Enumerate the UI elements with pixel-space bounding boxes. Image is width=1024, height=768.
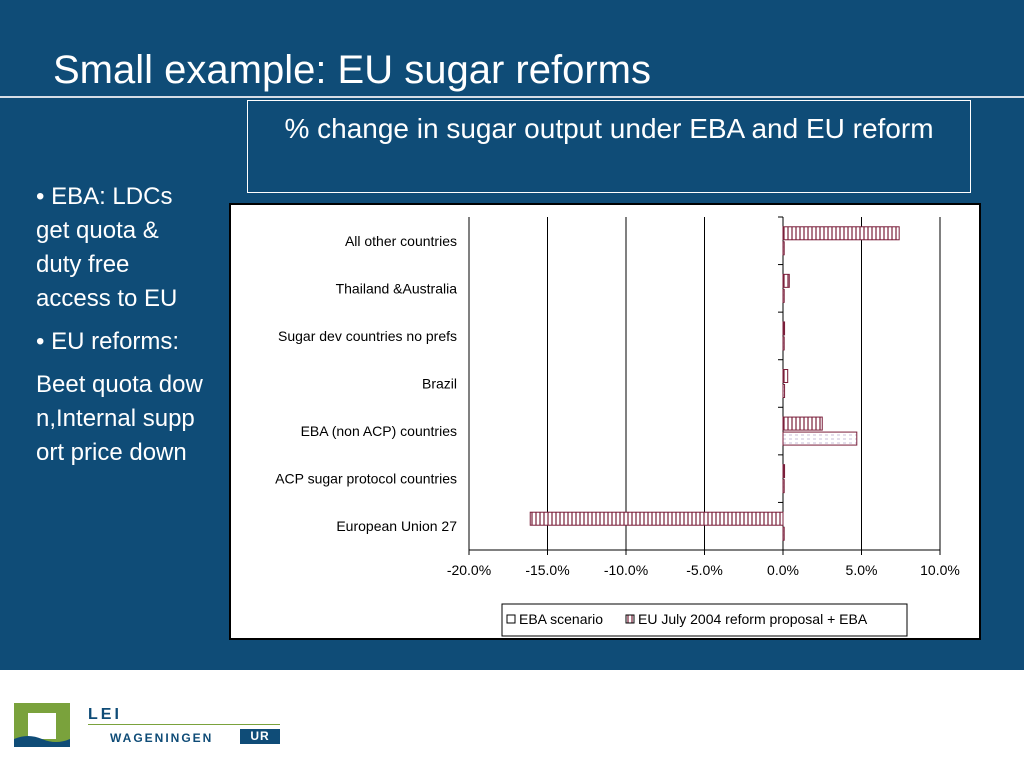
lei-wordmark: LEI: [88, 706, 122, 723]
title-divider: [0, 96, 1024, 98]
bar-eba-scenario: [782, 431, 858, 446]
legend-box: [501, 603, 908, 637]
category-label: ACP sugar protocol countries: [275, 471, 457, 487]
legend-swatch-eba: [506, 614, 516, 624]
bar-eu-reform: [782, 416, 823, 431]
lei-wageningen-logo: [14, 703, 70, 752]
bullet-list: • EBA: LDCs get quota & duty free access…: [36, 180, 208, 479]
x-tick-label: -20.0%: [447, 562, 491, 578]
bar-eu-reform: [782, 273, 790, 288]
x-tick-label: 5.0%: [846, 562, 878, 578]
bar-eu-reform: [529, 511, 784, 526]
legend-label-eba: EBA scenario: [519, 611, 603, 627]
bar-eba-scenario: [782, 384, 786, 398]
category-label: European Union 27: [336, 518, 457, 534]
bar-eu-reform: [782, 464, 786, 479]
category-label: Brazil: [422, 376, 457, 392]
wageningen-wordmark: WAGENINGEN: [110, 731, 214, 745]
legend-label-eu: EU July 2004 reform proposal + EBA: [638, 611, 868, 627]
ur-wordmark: UR: [240, 729, 280, 744]
bar-eba-scenario: [782, 241, 785, 256]
bullet-eba: • EBA: LDCs get quota & duty free access…: [36, 183, 178, 312]
x-tick-label: 10.0%: [920, 562, 960, 578]
bar-eu-reform: [782, 369, 789, 383]
chart-heading: % change in sugar output under EBA and E…: [247, 100, 971, 193]
bar-chart: -20.0% -15.0% -10.0% -5.0% 0.0% 5.0% 10.0% All …: [275, 216, 960, 637]
x-tick-label: -5.0%: [686, 562, 723, 578]
bullet-eu-reforms: • EU reforms:: [36, 328, 180, 355]
slide-title: Small example: EU sugar reforms: [53, 48, 651, 92]
category-label: Thailand &Australia: [336, 280, 458, 296]
bar-eba-scenario: [782, 526, 785, 541]
bar-eu-reform: [782, 226, 900, 241]
category-label: EBA (non ACP) countries: [301, 423, 457, 439]
x-tick-label: 0.0%: [767, 562, 799, 578]
bar-eba-scenario: [782, 479, 785, 494]
category-label: Sugar dev countries no prefs: [278, 328, 457, 344]
logo-divider: [88, 724, 280, 725]
bar-eu-reform: [782, 321, 786, 336]
legend-swatch-eu: [625, 614, 635, 624]
bar-eba-scenario: [782, 288, 785, 303]
logo-mark-icon: [14, 703, 70, 747]
x-tick-label: -10.0%: [604, 562, 648, 578]
bullet-beet-quota: Beet quota down,Internal support price d…: [36, 371, 203, 466]
chart-panel: -20.0% -15.0% -10.0% -5.0% 0.0% 5.0% 10.0% All …: [229, 203, 981, 640]
x-tick-label: -15.0%: [525, 562, 569, 578]
bar-eba-scenario: [782, 336, 785, 351]
category-label: All other countries: [345, 233, 457, 249]
